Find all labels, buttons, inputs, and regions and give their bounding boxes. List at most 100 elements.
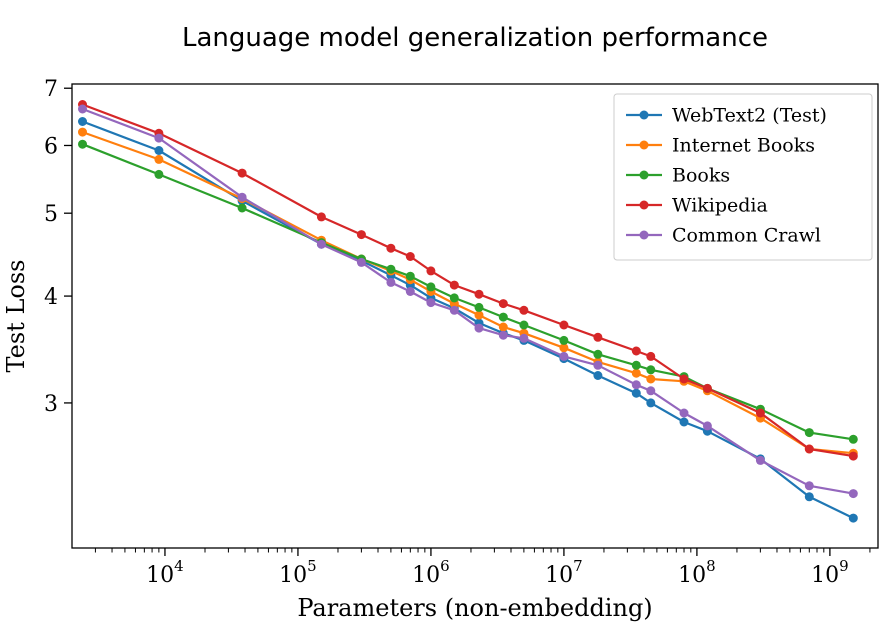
data-point-marker xyxy=(474,289,484,299)
series-common-crawl xyxy=(78,104,858,499)
data-point-marker xyxy=(631,360,641,370)
legend-entry: Common Crawl xyxy=(626,225,821,247)
x-tick-label: 104 xyxy=(146,557,184,588)
data-point-marker xyxy=(237,192,247,202)
legend-marker xyxy=(639,170,649,180)
series-wikipedia xyxy=(78,100,858,461)
data-point-marker xyxy=(593,371,603,380)
x-tick-label: 106 xyxy=(412,557,450,588)
y-tick-label: 7 xyxy=(44,77,58,102)
data-point-marker xyxy=(498,330,508,340)
legend-entry: Wikipedia xyxy=(626,195,768,217)
data-point-marker xyxy=(755,408,765,418)
data-point-marker xyxy=(593,360,603,370)
data-point-marker xyxy=(519,320,529,330)
data-point-marker xyxy=(593,349,603,359)
data-point-marker xyxy=(559,351,569,361)
data-point-marker xyxy=(405,287,415,296)
data-point-marker xyxy=(474,302,484,312)
data-point-marker xyxy=(449,280,459,290)
legend-entry: Internet Books xyxy=(626,135,815,157)
data-point-marker xyxy=(755,455,765,465)
data-point-marker xyxy=(237,168,247,178)
data-point-marker xyxy=(405,271,415,281)
legend-label: Internet Books xyxy=(672,135,815,157)
y-tick-label: 4 xyxy=(44,285,58,310)
legend-label: WebText2 (Test) xyxy=(672,105,827,127)
x-tick-label: 108 xyxy=(678,557,716,588)
data-point-marker xyxy=(498,299,508,309)
data-point-marker xyxy=(804,428,814,438)
data-point-marker xyxy=(474,323,484,333)
legend-label: Wikipedia xyxy=(672,195,768,217)
x-tick-label: 105 xyxy=(279,557,317,588)
data-point-marker xyxy=(154,133,164,143)
y-axis-ticks: 7 6 5 4 3 xyxy=(44,77,72,417)
data-point-marker xyxy=(593,332,603,342)
data-point-marker xyxy=(426,266,436,276)
data-point-marker xyxy=(848,513,858,523)
data-point-marker xyxy=(646,386,656,396)
data-point-marker xyxy=(679,408,689,418)
data-point-marker xyxy=(356,257,366,267)
plot-frame xyxy=(71,83,879,549)
data-point-marker xyxy=(154,154,164,164)
data-point-marker xyxy=(702,383,712,393)
legend-entry: WebText2 (Test) xyxy=(626,105,827,127)
legend-marker xyxy=(639,230,649,240)
data-point-marker xyxy=(78,117,87,126)
data-point-marker xyxy=(519,305,529,315)
legend: WebText2 (Test) Internet Books Books Wikipe… xyxy=(613,93,873,261)
data-point-marker xyxy=(848,451,858,461)
data-point-marker xyxy=(386,243,396,253)
data-point-marker xyxy=(646,398,656,408)
data-point-marker xyxy=(449,293,459,303)
data-point-marker xyxy=(386,277,396,287)
data-point-marker xyxy=(356,230,366,240)
data-point-marker xyxy=(154,146,164,155)
data-point-marker xyxy=(804,481,814,491)
data-point-marker xyxy=(498,322,508,332)
data-point-marker xyxy=(237,203,247,213)
data-point-marker xyxy=(848,434,858,444)
data-point-marker xyxy=(646,374,656,384)
data-point-marker xyxy=(386,264,396,274)
data-point-marker xyxy=(631,388,641,398)
data-point-marker xyxy=(848,489,858,499)
y-axis-label: Test Loss xyxy=(2,260,30,373)
legend-entry: Books xyxy=(626,165,730,187)
legend-label: Common Crawl xyxy=(672,225,821,247)
data-point-marker xyxy=(498,312,508,322)
data-point-marker xyxy=(679,417,689,427)
data-point-marker xyxy=(559,343,569,353)
data-point-marker xyxy=(804,492,814,502)
x-tick-label: 109 xyxy=(811,557,849,588)
x-axis-ticks: 104 105 106 107 108 109 xyxy=(146,548,849,588)
legend-label: Books xyxy=(672,165,730,187)
data-point-marker xyxy=(154,169,164,179)
x-minor-ticks xyxy=(94,548,871,553)
data-point-marker xyxy=(631,368,641,378)
legend-marker xyxy=(639,140,649,150)
data-point-marker xyxy=(646,365,656,375)
data-point-marker xyxy=(316,239,326,249)
data-point-marker xyxy=(702,421,712,431)
data-point-marker xyxy=(559,320,569,330)
legend-marker xyxy=(639,200,649,210)
data-point-marker xyxy=(78,104,87,114)
legend-box xyxy=(613,93,873,261)
data-point-marker xyxy=(474,310,484,320)
data-point-marker xyxy=(405,252,415,261)
data-point-marker xyxy=(426,298,436,308)
chart-title: Language model generalization performanc… xyxy=(182,23,768,53)
data-point-marker xyxy=(679,374,689,384)
data-point-marker xyxy=(631,346,641,356)
data-point-marker xyxy=(559,335,569,345)
y-tick-label: 5 xyxy=(44,202,58,227)
data-point-marker xyxy=(316,212,326,222)
x-tick-label: 107 xyxy=(545,557,583,588)
x-axis-label: Parameters (non-embedding) xyxy=(297,594,652,622)
legend-marker xyxy=(639,110,649,120)
data-point-marker xyxy=(78,127,87,137)
